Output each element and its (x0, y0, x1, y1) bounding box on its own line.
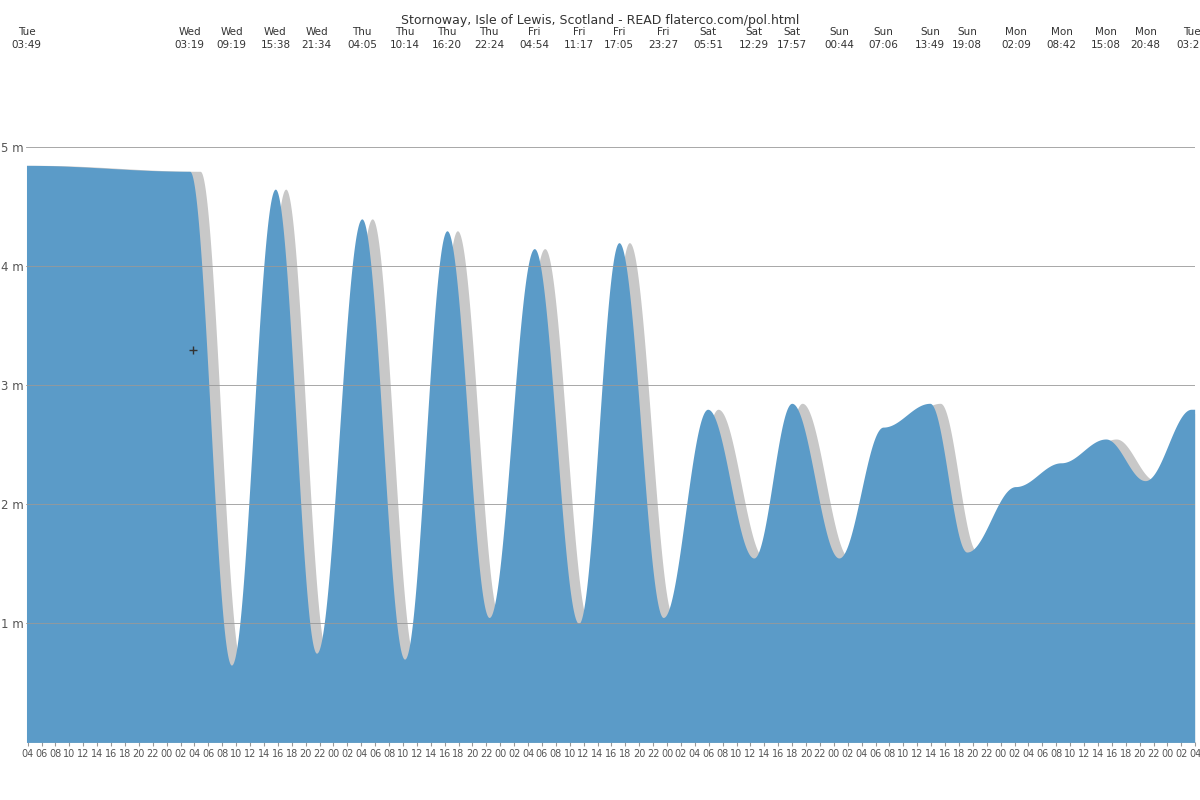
Text: 03:49: 03:49 (12, 40, 41, 50)
Text: Wed: Wed (179, 27, 202, 37)
Text: 03:19: 03:19 (175, 40, 205, 50)
Text: Mon: Mon (1096, 27, 1117, 37)
Text: 10:14: 10:14 (390, 40, 420, 50)
Text: Tue: Tue (1183, 27, 1200, 37)
Text: Mon: Mon (1135, 27, 1157, 37)
Text: Sat: Sat (745, 27, 763, 37)
Text: Sat: Sat (700, 27, 716, 37)
Text: Mon: Mon (1050, 27, 1073, 37)
Text: Thu: Thu (480, 27, 499, 37)
Text: Stornoway, Isle of Lewis, Scotland - READ flaterco.com/pol.html: Stornoway, Isle of Lewis, Scotland - REA… (401, 14, 799, 27)
Text: 21:34: 21:34 (301, 40, 331, 50)
Text: 11:17: 11:17 (564, 40, 594, 50)
Text: Wed: Wed (220, 27, 242, 37)
Text: 13:49: 13:49 (916, 40, 946, 50)
Text: 12:29: 12:29 (739, 40, 769, 50)
Text: 15:08: 15:08 (1091, 40, 1121, 50)
Text: 04:05: 04:05 (347, 40, 377, 50)
Text: Sun: Sun (829, 27, 850, 37)
Text: 19:08: 19:08 (952, 40, 982, 50)
Text: Sun: Sun (958, 27, 977, 37)
Text: Thu: Thu (353, 27, 372, 37)
Text: 22:24: 22:24 (474, 40, 504, 50)
Text: Mon: Mon (1006, 27, 1027, 37)
Text: 05:51: 05:51 (692, 40, 722, 50)
Text: Thu: Thu (437, 27, 457, 37)
Text: 07:06: 07:06 (869, 40, 899, 50)
Text: Fri: Fri (613, 27, 625, 37)
Text: 02:09: 02:09 (1001, 40, 1031, 50)
Text: Thu: Thu (395, 27, 414, 37)
Text: 00:44: 00:44 (824, 40, 854, 50)
Text: 17:05: 17:05 (605, 40, 635, 50)
Text: 15:38: 15:38 (260, 40, 290, 50)
Text: Wed: Wed (264, 27, 287, 37)
Text: Sun: Sun (874, 27, 894, 37)
Text: Wed: Wed (305, 27, 328, 37)
Text: 03:26: 03:26 (1177, 40, 1200, 50)
Text: Tue: Tue (18, 27, 35, 37)
Text: 08:42: 08:42 (1046, 40, 1076, 50)
Text: 20:48: 20:48 (1130, 40, 1160, 50)
Text: 23:27: 23:27 (648, 40, 678, 50)
Text: Fri: Fri (528, 27, 541, 37)
Text: 04:54: 04:54 (520, 40, 550, 50)
Text: 09:19: 09:19 (216, 40, 246, 50)
Text: 17:57: 17:57 (778, 40, 808, 50)
Text: Fri: Fri (572, 27, 586, 37)
Text: Fri: Fri (658, 27, 670, 37)
Text: Sun: Sun (920, 27, 940, 37)
Text: Sat: Sat (784, 27, 800, 37)
Text: 16:20: 16:20 (432, 40, 462, 50)
